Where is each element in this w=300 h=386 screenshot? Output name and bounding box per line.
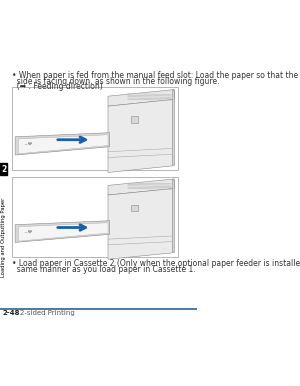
Polygon shape bbox=[19, 223, 108, 241]
Bar bbox=[12, 87, 178, 170]
Text: same manner as you load paper in Cassette 1.: same manner as you load paper in Cassett… bbox=[12, 265, 196, 274]
Text: 2-48: 2-48 bbox=[3, 310, 20, 317]
Polygon shape bbox=[108, 100, 173, 173]
Polygon shape bbox=[108, 90, 174, 106]
Polygon shape bbox=[108, 179, 174, 195]
Polygon shape bbox=[108, 189, 173, 259]
Bar bbox=[12, 176, 178, 257]
Text: ~❤: ~❤ bbox=[24, 142, 33, 147]
Text: ~❤: ~❤ bbox=[24, 230, 33, 235]
Text: 2-sided Printing: 2-sided Printing bbox=[20, 310, 74, 317]
Text: 2: 2 bbox=[1, 165, 6, 174]
Text: (➡ : Feeding direction): (➡ : Feeding direction) bbox=[12, 82, 103, 91]
Polygon shape bbox=[173, 90, 174, 166]
Polygon shape bbox=[173, 179, 174, 253]
Bar bbox=[0, 163, 7, 175]
Text: • When paper is fed from the manual feed slot: Load the paper so that the printi: • When paper is fed from the manual feed… bbox=[12, 71, 300, 80]
Text: Loading and Outputting Paper: Loading and Outputting Paper bbox=[1, 197, 6, 277]
Text: • Load paper in Cassette 2 (Only when the optional paper feeder is installed) in: • Load paper in Cassette 2 (Only when th… bbox=[12, 259, 300, 268]
Polygon shape bbox=[19, 135, 108, 154]
Text: side is facing down, as shown in the following figure.: side is facing down, as shown in the fol… bbox=[12, 76, 219, 86]
Bar bbox=[131, 116, 138, 123]
Polygon shape bbox=[15, 221, 110, 242]
Bar bbox=[131, 205, 138, 211]
Polygon shape bbox=[15, 133, 110, 155]
